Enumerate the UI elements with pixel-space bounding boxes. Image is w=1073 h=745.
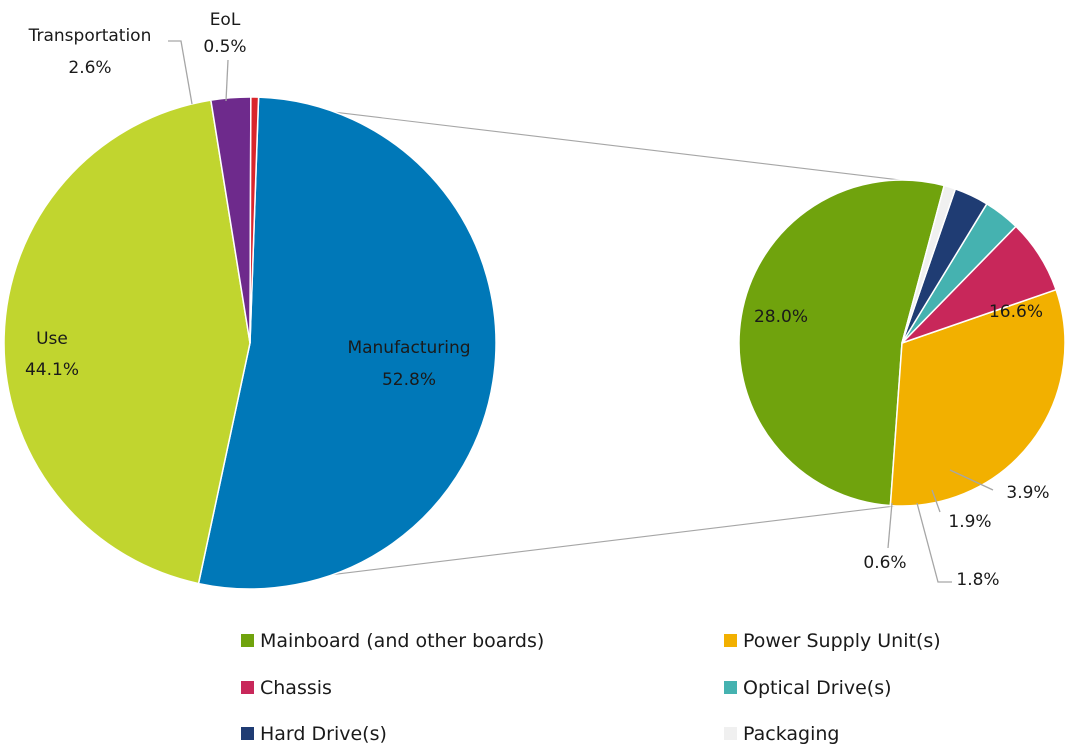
legend-swatch-chassis [241,681,254,694]
legend-label-psu: Power Supply Unit(s) [743,630,941,652]
legend-swatch-mainboard [241,634,254,647]
legend-swatch-packaging [724,727,737,740]
legend-item-psu: Power Supply Unit(s) [724,630,941,652]
leader-line-packaging [887,502,893,549]
slice-label-use-name: Use [36,329,68,349]
slice-label-manufacturing-value: 52.8% [382,370,436,390]
slice-label-eol-value: 0.5% [203,37,246,57]
slice-label-use-value: 44.1% [25,360,79,380]
leader-line-chassis [949,469,994,491]
pie-slice-packaging [901,184,957,344]
legend-swatch-harddrive [241,727,254,740]
pie-slice-power-supply-unit-s [889,288,1066,507]
legend-item-harddrive: Hard Drive(s) [241,723,387,745]
leader-line-transportation [168,40,193,105]
connector-line-bottom [230,505,896,588]
legend-item-mainboard: Mainboard (and other boards) [241,630,544,652]
slice-label-harddrive-value: 1.8% [956,570,999,590]
slice-label-chassis-value: 3.9% [1006,483,1049,503]
slice-label-manufacturing-name: Manufacturing [347,338,470,358]
pie-slice-eol [249,96,260,344]
legend-label-optical: Optical Drive(s) [743,677,892,699]
legend-swatch-optical [724,681,737,694]
leader-line-optical [931,489,941,513]
breakdown-pie [738,179,1066,507]
leader-line-eol [225,59,229,102]
legend-label-mainboard: Mainboard (and other boards) [260,630,544,652]
legend-label-chassis: Chassis [260,677,332,699]
legend-label-harddrive: Hard Drive(s) [260,723,387,745]
legend-label-packaging: Packaging [743,723,839,745]
main-pie [3,96,497,590]
pie-slice-manufacturing [197,96,497,590]
slice-label-transportation-value: 2.6% [68,58,111,78]
slice-label-optical-value: 1.9% [948,512,991,532]
slice-label-psu-value: 16.6% [989,302,1043,322]
slice-label-eol-name: EoL [210,10,241,30]
legend-swatch-psu [724,634,737,647]
slice-label-packaging-value: 0.6% [863,553,906,573]
legend-item-chassis: Chassis [241,677,332,699]
connector-line-top [232,99,918,183]
pie-slice-mainboard-and-other-boards [738,179,946,507]
slice-label-transportation-name: Transportation [28,26,152,46]
pie-slice-use [3,99,251,585]
leader-line-harddrive [916,502,952,583]
legend-item-optical: Optical Drive(s) [724,677,892,699]
slice-label-mainboard-value: 28.0% [754,307,808,327]
legend-item-packaging: Packaging [724,723,839,745]
legend: Mainboard (and other boards) Power Suppl… [241,630,941,745]
